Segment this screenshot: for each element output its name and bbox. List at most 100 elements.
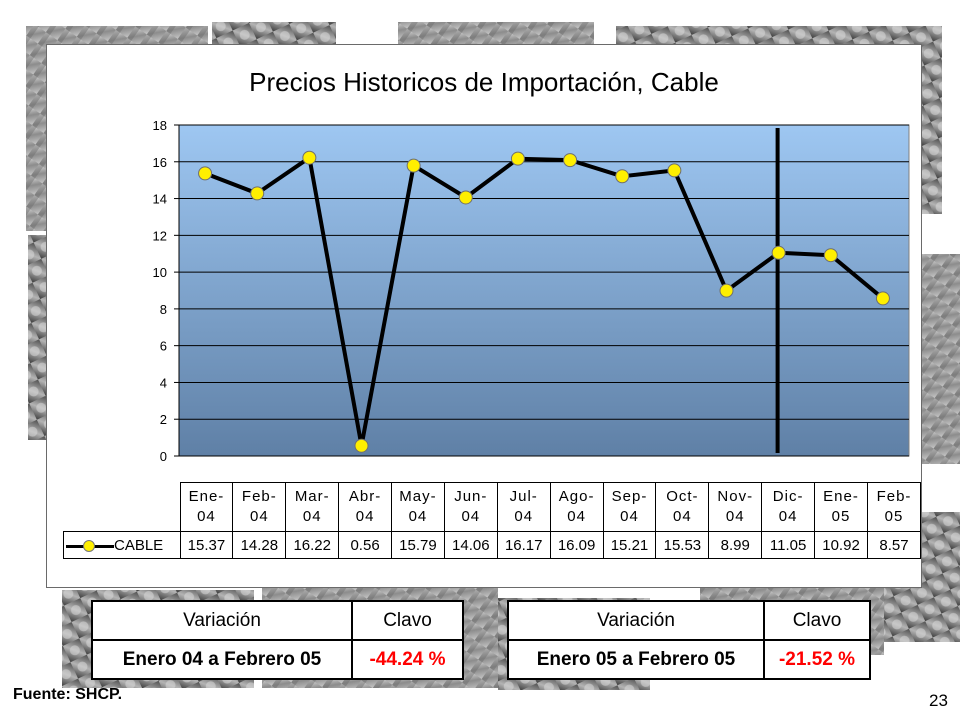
category-year: 05 [884,508,904,525]
data-value-cell: 15.53 [655,531,710,559]
data-value-cell: 16.17 [496,531,551,559]
data-point [406,158,421,173]
category-month: Jul- [509,488,538,505]
data-value-cell: 15.79 [390,531,445,559]
category-year: 04 [461,508,481,525]
category-month: May- [399,488,437,505]
y-tick-label: 12 [153,228,167,243]
category-year: 04 [778,508,798,525]
data-point [198,166,213,181]
clavo-header: Clavo [763,600,871,641]
category-month: Jun- [454,488,488,505]
y-tick-label: 14 [153,192,167,207]
variation-value: -44.24 % [351,639,464,680]
y-tick-label: 8 [160,302,167,317]
y-tick-label: 6 [160,339,167,354]
category-label: Dic- 04 [761,482,816,532]
category-label: Jul- 04 [496,482,551,532]
category-year: 04 [197,508,216,525]
category-year: 04 [725,508,745,525]
data-value-cell: 8.99 [708,531,763,559]
chart-panel: Precios Historicos de Importación, Cable… [46,44,922,588]
y-tick-label: 0 [160,449,167,464]
series-markers [198,150,890,453]
data-point [823,248,838,263]
category-year: 04 [673,508,692,525]
category-month: Nov- [717,488,754,505]
y-tick-label: 10 [153,265,167,280]
category-label: Nov- 04 [708,482,763,532]
category-month: Ago- [558,488,595,505]
variation-header: Variación [91,600,353,641]
data-point [719,283,734,298]
data-value-cell: 15.21 [602,531,657,559]
variation-period: Enero 05 a Febrero 05 [507,639,765,680]
source-note: Fuente: SHCP. [13,686,123,703]
page-number: 23 [929,691,948,710]
category-label: Feb- 04 [232,482,287,532]
category-label: Mar- 04 [285,482,340,532]
category-label: Feb- 05 [866,482,922,532]
chart-title: Precios Historicos de Importación, Cable [249,67,719,97]
plot-area [178,124,910,457]
category-label: Ene- 04 [179,482,234,532]
category-year: 04 [567,508,586,525]
clavo-header: Clavo [351,600,464,641]
data-point [354,438,369,453]
data-value-cell: 14.06 [443,531,498,559]
category-label: Abr- 04 [338,482,392,532]
category-label: Jun- 04 [443,482,498,532]
category-month: Ene- [188,488,225,505]
category-month: Oct- [666,488,699,505]
category-month: Mar- [294,488,330,505]
category-month: Sep- [611,488,648,505]
data-point [302,150,317,165]
data-value-cell: 16.09 [549,531,604,559]
category-year: 04 [620,508,639,525]
data-table-corner [64,483,181,532]
data-point [667,163,682,178]
line-chart: Precios Historicos de Importación, Cable… [153,67,910,464]
category-month: Ene- [823,488,859,505]
series-line-cable [204,155,885,448]
y-tick-label: 16 [153,155,167,170]
data-point [875,291,890,306]
category-year: 05 [831,508,851,525]
y-tick-label: 18 [153,118,167,133]
category-month: Feb- [241,488,277,505]
variation-value: -21.52 % [763,639,871,680]
data-value-cell: 8.57 [866,531,922,559]
data-point [615,169,630,184]
category-label: May- 04 [390,482,445,532]
category-year: 04 [514,508,534,525]
category-label: Oct- 04 [655,482,710,532]
data-table-value-row: CABLE 15.37 14.28 16.22 0.56 15.79 14.06 16.17… [63,531,922,559]
category-month: Feb- [876,488,912,505]
data-value-cell: 15.37 [179,531,234,559]
legend-cell: CABLE [63,531,181,559]
legend-line-marker-icon [66,539,114,552]
category-label: Ene- 05 [814,482,868,532]
data-table-header-row: Ene- 04 Feb- 04 Mar- 04 Abr- 04 May- 04 Jun- 04 Jul-… [64,482,922,532]
data-value-cell: 0.56 [338,531,392,559]
category-year: 04 [249,508,269,525]
data-value-cell: 10.92 [814,531,868,559]
data-point [563,153,578,168]
data-point [458,190,473,205]
category-label: Sep- 04 [602,482,657,532]
data-value-cell: 16.22 [285,531,340,559]
data-value-cell: 14.28 [232,531,287,559]
category-year: 04 [408,508,428,525]
data-table: Ene- 04 Feb- 04 Mar- 04 Abr- 04 May- 04 Jun- 04 Jul-… [63,482,922,559]
variation-header: Variación [507,600,765,641]
category-label: Ago- 04 [549,482,604,532]
data-point [771,245,786,260]
category-year: 04 [355,508,375,525]
data-point [250,186,265,201]
category-month: Abr- [348,488,382,505]
data-point [510,151,525,166]
legend-series-name: CABLE [114,536,164,554]
y-axis: 0 2 4 6 8 10 12 14 16 18 [153,118,179,464]
category-month: Dic- [772,488,804,505]
variation-table-1: Variación Clavo Enero 04 a Febrero 05 -4… [91,600,464,680]
